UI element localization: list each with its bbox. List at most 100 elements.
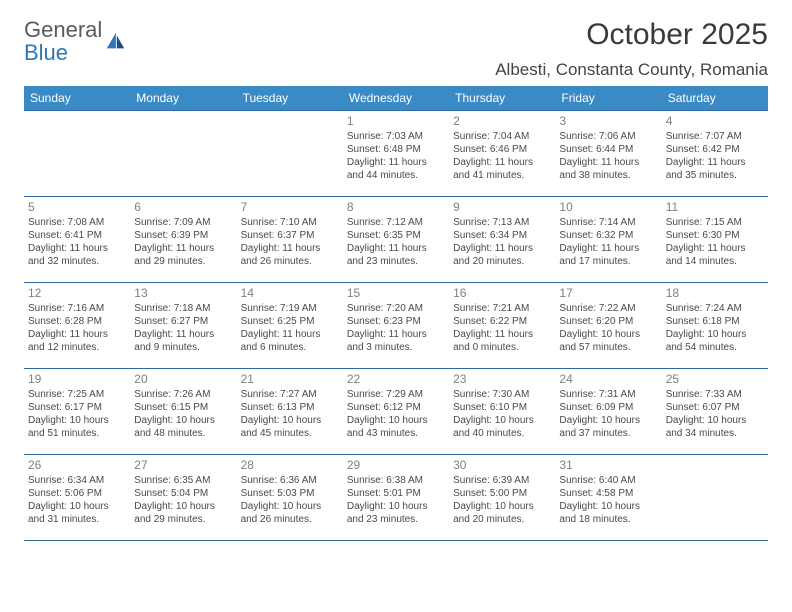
day-number: 7 — [241, 200, 339, 215]
calendar-cell: 21Sunrise: 7:27 AMSunset: 6:13 PMDayligh… — [237, 369, 343, 455]
calendar-row: 26Sunrise: 6:34 AMSunset: 5:06 PMDayligh… — [24, 455, 768, 541]
sunrise-line: Sunrise: 7:25 AM — [28, 389, 126, 402]
day-number: 1 — [347, 114, 445, 129]
calendar-cell: 22Sunrise: 7:29 AMSunset: 6:12 PMDayligh… — [343, 369, 449, 455]
daylight-line: Daylight: 10 hours and 26 minutes. — [241, 501, 339, 527]
calendar-row: 12Sunrise: 7:16 AMSunset: 6:28 PMDayligh… — [24, 283, 768, 369]
calendar-cell: 20 Sunrise: 7:26 AMSunset: 6:15 PMDayligh… — [130, 369, 236, 455]
sunset-line: Sunset: 6:20 PM — [559, 316, 657, 329]
day-number: 13 — [134, 286, 232, 301]
calendar-cell: 3Sunrise: 7:06 AMSunset: 6:44 PMDaylight… — [555, 111, 661, 197]
day-number: 4 — [666, 114, 764, 129]
sunrise-line: Sunrise: 7:22 AM — [559, 303, 657, 316]
calendar-cell: 29Sunrise: 6:38 AMSunset: 5:01 PMDayligh… — [343, 455, 449, 541]
calendar-head: SundayMondayTuesdayWednesdayThursdayFrid… — [24, 86, 768, 111]
sunset-line: Sunset: 5:04 PM — [134, 488, 232, 501]
sunrise-line: Sunrise: 6:38 AM — [347, 475, 445, 488]
daylight-line: Daylight: 10 hours and 40 minutes. — [453, 415, 551, 441]
sunset-line: Sunset: 6:30 PM — [666, 230, 764, 243]
sunrise-line: Sunrise: 6:39 AM — [453, 475, 551, 488]
day-number: 20 — [134, 372, 232, 387]
day-number: 14 — [241, 286, 339, 301]
sunset-line: Sunset: 6:07 PM — [666, 402, 764, 415]
sunset-line: Sunset: 6:15 PM — [134, 402, 232, 415]
daylight-line: Daylight: 11 hours and 41 minutes. — [453, 157, 551, 183]
sunset-line: Sunset: 6:22 PM — [453, 316, 551, 329]
daylight-line: Daylight: 10 hours and 48 minutes. — [134, 415, 232, 441]
day-number: 28 — [241, 458, 339, 473]
sunrise-line: Sunrise: 7:30 AM — [453, 389, 551, 402]
sail-icon — [104, 30, 126, 52]
day-number: 18 — [666, 286, 764, 301]
weekday-header: Sunday — [24, 86, 130, 111]
sunset-line: Sunset: 6:18 PM — [666, 316, 764, 329]
daylight-line: Daylight: 10 hours and 29 minutes. — [134, 501, 232, 527]
day-number: 23 — [453, 372, 551, 387]
day-number: 17 — [559, 286, 657, 301]
sunset-line: Sunset: 6:12 PM — [347, 402, 445, 415]
sunset-line: Sunset: 6:42 PM — [666, 144, 764, 157]
day-number: 11 — [666, 200, 764, 215]
day-number: 21 — [241, 372, 339, 387]
title-block: October 2025 Albesti, Constanta County, … — [495, 18, 768, 80]
daylight-line: Daylight: 11 hours and 20 minutes. — [453, 243, 551, 269]
daylight-line: Daylight: 10 hours and 37 minutes. — [559, 415, 657, 441]
month-title: October 2025 — [495, 18, 768, 52]
sunset-line: Sunset: 5:03 PM — [241, 488, 339, 501]
calendar-row: 19Sunrise: 7:25 AMSunset: 6:17 PMDayligh… — [24, 369, 768, 455]
calendar-cell: 31Sunrise: 6:40 AMSunset: 4:58 PMDayligh… — [555, 455, 661, 541]
sunset-line: Sunset: 6:48 PM — [347, 144, 445, 157]
calendar-cell: 25Sunrise: 7:33 AMSunset: 6:07 PMDayligh… — [662, 369, 768, 455]
calendar-cell: 19Sunrise: 7:25 AMSunset: 6:17 PMDayligh… — [24, 369, 130, 455]
calendar-cell: 4Sunrise: 7:07 AMSunset: 6:42 PMDaylight… — [662, 111, 768, 197]
sunrise-line: Sunrise: 7:09 AM — [134, 217, 232, 230]
day-number: 24 — [559, 372, 657, 387]
calendar-cell: 26Sunrise: 6:34 AMSunset: 5:06 PMDayligh… — [24, 455, 130, 541]
weekday-header: Thursday — [449, 86, 555, 111]
daylight-line: Daylight: 10 hours and 34 minutes. — [666, 415, 764, 441]
calendar-cell: 28Sunrise: 6:36 AMSunset: 5:03 PMDayligh… — [237, 455, 343, 541]
sunrise-line: Sunrise: 6:35 AM — [134, 475, 232, 488]
daylight-line: Daylight: 11 hours and 32 minutes. — [28, 243, 126, 269]
sunset-line: Sunset: 6:32 PM — [559, 230, 657, 243]
sunset-line: Sunset: 6:10 PM — [453, 402, 551, 415]
sunset-line: Sunset: 6:37 PM — [241, 230, 339, 243]
day-number: 31 — [559, 458, 657, 473]
sunrise-line: Sunrise: 7:08 AM — [28, 217, 126, 230]
daylight-line: Daylight: 11 hours and 14 minutes. — [666, 243, 764, 269]
day-number: 25 — [666, 372, 764, 387]
location: Albesti, Constanta County, Romania — [495, 60, 768, 80]
calendar-cell: 9Sunrise: 7:13 AMSunset: 6:34 PMDaylight… — [449, 197, 555, 283]
sunset-line: Sunset: 6:17 PM — [28, 402, 126, 415]
sunrise-line: Sunrise: 7:14 AM — [559, 217, 657, 230]
calendar-cell: 16Sunrise: 7:21 AMSunset: 6:22 PMDayligh… — [449, 283, 555, 369]
sunset-line: Sunset: 5:00 PM — [453, 488, 551, 501]
daylight-line: Daylight: 11 hours and 26 minutes. — [241, 243, 339, 269]
header: General Blue October 2025 Albesti, Const… — [24, 18, 768, 80]
calendar-cell: 2Sunrise: 7:04 AMSunset: 6:46 PMDaylight… — [449, 111, 555, 197]
sunrise-line: Sunrise: 7:03 AM — [347, 131, 445, 144]
day-number: 16 — [453, 286, 551, 301]
calendar-cell: 23 Sunrise: 7:30 AMSunset: 6:10 PMDayligh… — [449, 369, 555, 455]
sunset-line: Sunset: 5:06 PM — [28, 488, 126, 501]
sunrise-line: Sunrise: 7:26 AM — [134, 389, 232, 402]
sunset-line: Sunset: 6:35 PM — [347, 230, 445, 243]
daylight-line: Daylight: 11 hours and 17 minutes. — [559, 243, 657, 269]
day-number: 2 — [453, 114, 551, 129]
sunrise-line: Sunrise: 7:12 AM — [347, 217, 445, 230]
sunset-line: Sunset: 5:01 PM — [347, 488, 445, 501]
sunset-line: Sunset: 6:23 PM — [347, 316, 445, 329]
daylight-line: Daylight: 11 hours and 0 minutes. — [453, 329, 551, 355]
sunrise-line: Sunrise: 6:40 AM — [559, 475, 657, 488]
logo-text: General Blue — [24, 18, 102, 64]
calendar-cell: 18Sunrise: 7:24 AMSunset: 6:18 PMDayligh… — [662, 283, 768, 369]
sunset-line: Sunset: 6:27 PM — [134, 316, 232, 329]
logo-word-general: General — [24, 17, 102, 42]
sunrise-line: Sunrise: 7:20 AM — [347, 303, 445, 316]
calendar-cell: 11Sunrise: 7:15 AMSunset: 6:30 PMDayligh… — [662, 197, 768, 283]
sunset-line: Sunset: 6:39 PM — [134, 230, 232, 243]
sunset-line: Sunset: 6:44 PM — [559, 144, 657, 157]
sunrise-line: Sunrise: 7:31 AM — [559, 389, 657, 402]
calendar-cell: 10Sunrise: 7:14 AMSunset: 6:32 PMDayligh… — [555, 197, 661, 283]
calendar-cell: 15Sunrise: 7:20 AMSunset: 6:23 PMDayligh… — [343, 283, 449, 369]
